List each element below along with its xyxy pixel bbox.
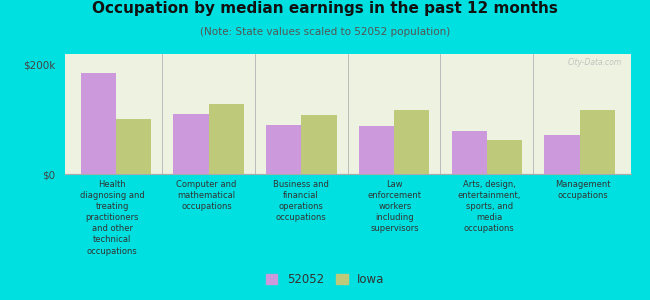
Text: Business and
financial
operations
occupations: Business and financial operations occupa… xyxy=(273,180,328,222)
Bar xyxy=(544,135,580,174)
Bar xyxy=(209,104,244,174)
Text: Arts, design,
entertainment,
sports, and
media
occupations: Arts, design, entertainment, sports, and… xyxy=(458,180,521,233)
Text: Computer and
mathematical
occupations: Computer and mathematical occupations xyxy=(176,180,237,211)
Text: Health
diagnosing and
treating
practitioners
and other
technical
occupations: Health diagnosing and treating practitio… xyxy=(80,180,144,256)
Text: (Note: State values scaled to 52052 population): (Note: State values scaled to 52052 popu… xyxy=(200,27,450,37)
Bar xyxy=(302,115,337,174)
Bar xyxy=(394,110,430,174)
Bar xyxy=(266,125,302,174)
Text: Law
enforcement
workers
including
supervisors: Law enforcement workers including superv… xyxy=(368,180,422,233)
Bar xyxy=(580,110,615,174)
Text: Management
occupations: Management occupations xyxy=(556,180,611,200)
Bar xyxy=(359,126,394,174)
Text: City-Data.com: City-Data.com xyxy=(567,58,622,67)
Bar xyxy=(487,140,522,174)
Bar xyxy=(116,119,151,174)
Text: Occupation by median earnings in the past 12 months: Occupation by median earnings in the pas… xyxy=(92,2,558,16)
Legend: 52052, Iowa: 52052, Iowa xyxy=(261,269,389,291)
Bar xyxy=(452,131,487,174)
Bar xyxy=(174,114,209,174)
Bar xyxy=(81,73,116,174)
